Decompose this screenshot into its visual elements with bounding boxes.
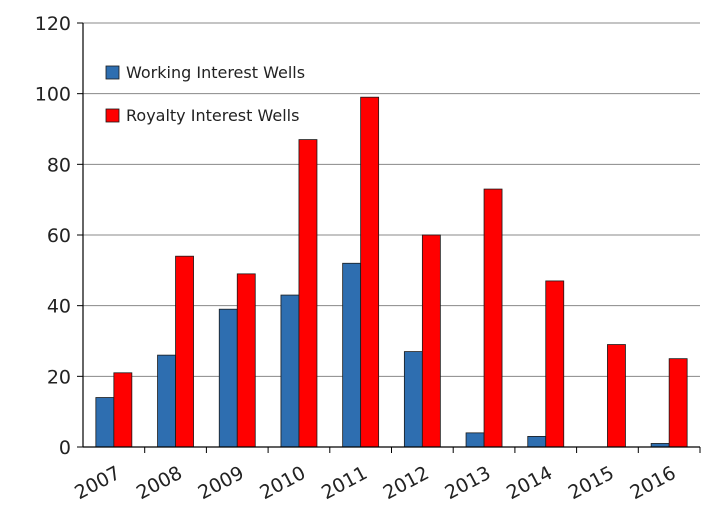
bar (113, 372, 133, 448)
legend-swatch (105, 108, 120, 123)
bar (175, 255, 194, 448)
bar (342, 262, 362, 448)
y-tick-label: 0 (59, 437, 71, 459)
y-tick-label: 120 (35, 13, 71, 35)
y-tick-label: 40 (47, 296, 71, 318)
bar (483, 188, 503, 448)
legend-label: Royalty Interest Wells (126, 106, 299, 125)
y-tick-label: 60 (47, 225, 71, 247)
x-tick-label: 2008 (133, 462, 186, 504)
x-tick-label: 2015 (565, 462, 618, 504)
bar (403, 351, 423, 448)
y-tick-label: 20 (47, 366, 71, 388)
x-tick-label: 2009 (195, 462, 248, 504)
x-tick-label: 2014 (503, 462, 556, 504)
bar (218, 308, 238, 448)
legend-label: Working Interest Wells (126, 63, 305, 82)
bar (236, 273, 256, 448)
x-tick-label: 2010 (256, 462, 309, 504)
x-tick-label: 2011 (318, 462, 371, 504)
legend-swatch (105, 65, 120, 80)
bar (607, 344, 626, 448)
x-tick-label: 2016 (626, 462, 679, 504)
y-tick-label: 80 (47, 154, 71, 176)
y-tick-label: 100 (35, 84, 71, 106)
x-tick-label: 2007 (71, 462, 124, 504)
bar (280, 294, 300, 448)
bar (668, 358, 688, 448)
x-tick-label: 2013 (441, 462, 494, 504)
x-tick-label: 2012 (380, 462, 433, 504)
bar (421, 234, 441, 448)
bar (527, 435, 547, 448)
bar (298, 139, 318, 448)
bar (545, 280, 565, 448)
legend: Working Interest Wells Royalty Interest W… (105, 63, 305, 125)
bar (465, 432, 485, 448)
bar (157, 354, 176, 448)
bar (360, 96, 380, 448)
bar (95, 397, 115, 448)
